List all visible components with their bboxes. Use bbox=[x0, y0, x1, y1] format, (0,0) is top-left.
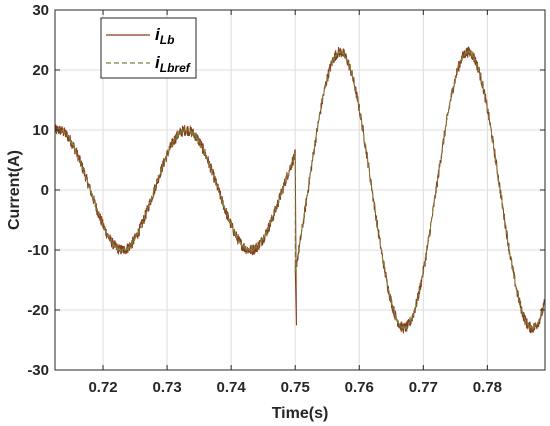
y-tick-label: -10 bbox=[27, 242, 49, 259]
x-tick-label: 0.77 bbox=[409, 379, 438, 396]
legend-box bbox=[100, 17, 197, 79]
legend-label-i-lbref-sub: Lbref bbox=[160, 61, 191, 75]
x-tick-label: 0.76 bbox=[345, 379, 374, 396]
y-tick-label: 20 bbox=[32, 62, 49, 79]
x-tick-label: 0.72 bbox=[88, 379, 117, 396]
x-tick-label: 0.75 bbox=[281, 379, 310, 396]
x-tick-label: 0.73 bbox=[152, 379, 181, 396]
legend-label-i-lbref-main: i bbox=[155, 53, 161, 72]
grid bbox=[55, 10, 545, 370]
y-tick-label: -20 bbox=[27, 302, 49, 319]
y-tick-label: -30 bbox=[27, 362, 49, 379]
x-axis-label: Time(s) bbox=[272, 405, 329, 422]
series-layer bbox=[54, 46, 546, 334]
tick-labels: 0.72 0.73 0.74 0.75 0.76 0.77 0.78 -30 -20 -10 0 10… bbox=[27, 2, 502, 396]
x-tick-label: 0.74 bbox=[217, 379, 247, 396]
legend-label-i-lb-main: i bbox=[155, 25, 161, 44]
x-tick-label: 0.78 bbox=[473, 379, 502, 396]
y-axis-label: Current(A) bbox=[6, 150, 23, 230]
ticks bbox=[55, 9, 545, 371]
y-tick-label: 30 bbox=[32, 2, 49, 19]
legend-label-i-lbref: iLbref bbox=[155, 53, 191, 75]
legend: iLb iLbref bbox=[100, 17, 197, 79]
y-tick-label: 10 bbox=[32, 122, 49, 139]
legend-label-i-lb-sub: Lb bbox=[160, 33, 175, 47]
series-line-i-lbref bbox=[54, 50, 546, 330]
y-tick-label: 0 bbox=[41, 182, 49, 199]
legend-label-i-lb: iLb bbox=[155, 25, 174, 47]
